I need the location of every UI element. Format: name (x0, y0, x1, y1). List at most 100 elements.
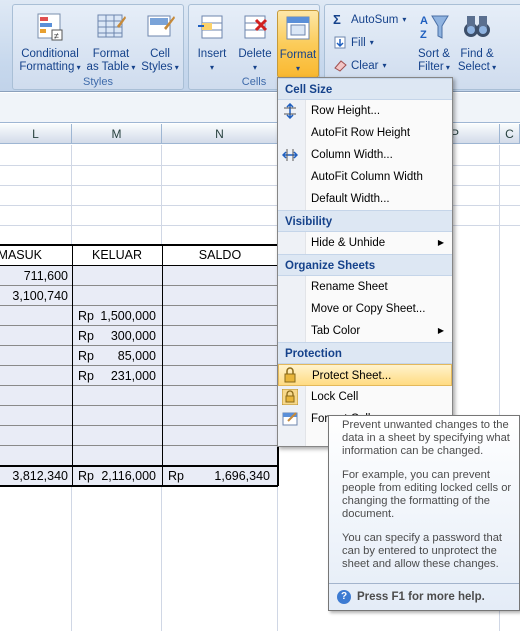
autofit-column-width-label: AutoFit Column Width (311, 171, 423, 183)
total-keluar[interactable]: 2,116,000 (101, 469, 156, 483)
cell-styles-icon (144, 12, 176, 42)
total-saldo[interactable]: 1,696,340 (214, 469, 270, 483)
table-rule (0, 325, 278, 326)
table-border (0, 265, 278, 266)
table-rule (0, 425, 278, 426)
autofit-row-height-label: AutoFit Row Height (311, 127, 411, 139)
masuk-cell[interactable]: 711,600 (23, 269, 68, 283)
table-border (0, 465, 278, 467)
menu-item-protect-sheet[interactable]: Protect Sheet... (278, 364, 452, 386)
menu-item-tab-color[interactable]: Tab Color ▶ (278, 320, 452, 342)
conditional-formatting-label-2: Formatting (15, 61, 85, 74)
lock-cell-label: Lock Cell (311, 391, 359, 403)
gridline (0, 225, 520, 226)
clear-button[interactable]: Clear ▾ (333, 59, 387, 72)
table-rule (0, 405, 278, 406)
table-rule (0, 285, 278, 286)
header-saldo[interactable]: SALDO (198, 248, 242, 262)
total-keluar-currency: Rp (78, 469, 94, 483)
header-masuk[interactable]: MASUK (0, 248, 42, 262)
delete-label: Delete (238, 48, 272, 60)
padlock-icon (282, 367, 298, 383)
menu-section-organize-sheets: Organize Sheets (278, 254, 452, 276)
autosum-button[interactable]: Σ AutoSum ▾ (333, 13, 406, 26)
cell-styles-button[interactable]: Cell Styles (137, 8, 183, 74)
protect-sheet-tooltip: Prevent unwanted changes to the data in … (328, 415, 520, 611)
keluar-cell[interactable]: 231,000 (110, 369, 156, 383)
table-header-row (0, 245, 278, 265)
menu-item-autofit-row-height[interactable]: AutoFit Row Height (278, 122, 452, 144)
conditional-formatting-button[interactable]: ≠ Conditional Formatting (15, 8, 85, 74)
delete-dropdown-icon: ▾ (252, 63, 257, 72)
svg-text:≠: ≠ (54, 31, 59, 41)
keluar-currency: Rp (78, 369, 94, 383)
format-as-table-icon (95, 12, 127, 42)
tooltip-footer: ? Press F1 for more help. (329, 583, 519, 610)
menu-item-column-width[interactable]: Column Width... (278, 144, 452, 166)
row-height-label: Row Height... (311, 105, 381, 117)
help-icon: ? (337, 590, 351, 604)
total-masuk[interactable]: 3,812,340 (12, 469, 68, 483)
autosum-label: AutoSum (351, 13, 399, 26)
menu-item-autofit-column-width[interactable]: AutoFit Column Width (278, 166, 452, 188)
delete-button[interactable]: Delete ▾ (235, 8, 275, 74)
find-select-label-1: Find & (460, 48, 494, 60)
fill-down-icon (333, 36, 347, 49)
menu-section-visibility: Visibility (278, 210, 452, 232)
rename-sheet-label: Rename Sheet (311, 281, 388, 293)
find-select-button[interactable]: Find & Select (455, 8, 499, 74)
column-header-c[interactable]: C (500, 124, 520, 144)
menu-item-default-width[interactable]: Default Width... (278, 188, 452, 210)
sort-filter-button[interactable]: A Z Sort & Filter (411, 8, 457, 74)
binoculars-icon (461, 12, 493, 42)
tooltip-footer-text: Press F1 for more help. (357, 591, 485, 603)
clear-label: Clear (351, 59, 379, 72)
delete-icon (239, 12, 271, 42)
sigma-icon: Σ (333, 12, 341, 27)
tab-color-label: Tab Color (311, 325, 361, 337)
format-button[interactable]: Format ▾ (277, 10, 319, 78)
eraser-icon (333, 59, 347, 72)
keluar-currency: Rp (78, 309, 94, 323)
insert-button[interactable]: Insert ▾ (192, 8, 232, 74)
svg-text:A: A (420, 15, 428, 27)
submenu-arrow-icon: ▶ (437, 238, 444, 247)
svg-text:Z: Z (420, 29, 427, 41)
gridline (0, 165, 520, 166)
format-dropdown-icon: ▾ (295, 64, 300, 73)
styles-group: ≠ Conditional Formatting Format as Table… (12, 4, 184, 90)
column-header-n[interactable]: N (162, 124, 278, 144)
format-dropdown-menu: Cell Size Row Height... AutoFit Row Heig… (277, 77, 453, 447)
menu-item-hide-unhide[interactable]: Hide & Unhide ▶ (278, 232, 452, 254)
keluar-cell[interactable]: 85,000 (117, 349, 156, 363)
keluar-cell[interactable]: 1,500,000 (100, 309, 156, 323)
conditional-formatting-label-1: Conditional (21, 48, 79, 60)
fill-button[interactable]: Fill ▾ (333, 36, 374, 49)
tooltip-paragraph: You can specify a password that can by e… (342, 532, 503, 570)
table-rule (0, 345, 278, 346)
format-as-table-button[interactable]: Format as Table (85, 8, 137, 74)
fill-label: Fill (351, 36, 366, 49)
keluar-cell[interactable]: 300,000 (110, 329, 156, 343)
menu-item-row-height[interactable]: Row Height... (278, 100, 452, 122)
insert-label: Insert (197, 48, 227, 60)
menu-item-lock-cell[interactable]: Lock Cell (278, 386, 452, 408)
clear-dropdown-icon: ▾ (382, 61, 387, 70)
insert-dropdown-icon: ▾ (209, 63, 214, 72)
keluar-currency: Rp (78, 349, 94, 363)
sort-filter-label-1: Sort & (418, 48, 450, 60)
format-cells-icon (282, 411, 298, 427)
move-copy-sheet-label: Move or Copy Sheet... (311, 303, 426, 315)
header-keluar[interactable]: KELUAR (91, 248, 143, 262)
format-icon (282, 13, 314, 43)
worksheet-grid[interactable]: MASUK KELUAR SALDO 711,600 3,100,740 Rp … (0, 145, 520, 631)
table-rule (0, 385, 278, 386)
submenu-arrow-icon: ▶ (437, 326, 444, 335)
menu-item-move-copy-sheet[interactable]: Move or Copy Sheet... (278, 298, 452, 320)
column-header-l[interactable]: L (0, 124, 72, 144)
table-rule (0, 365, 278, 366)
masuk-cell[interactable]: 3,100,740 (12, 289, 68, 303)
gridline (0, 185, 520, 186)
menu-item-rename-sheet[interactable]: Rename Sheet (278, 276, 452, 298)
column-header-m[interactable]: M (72, 124, 162, 144)
